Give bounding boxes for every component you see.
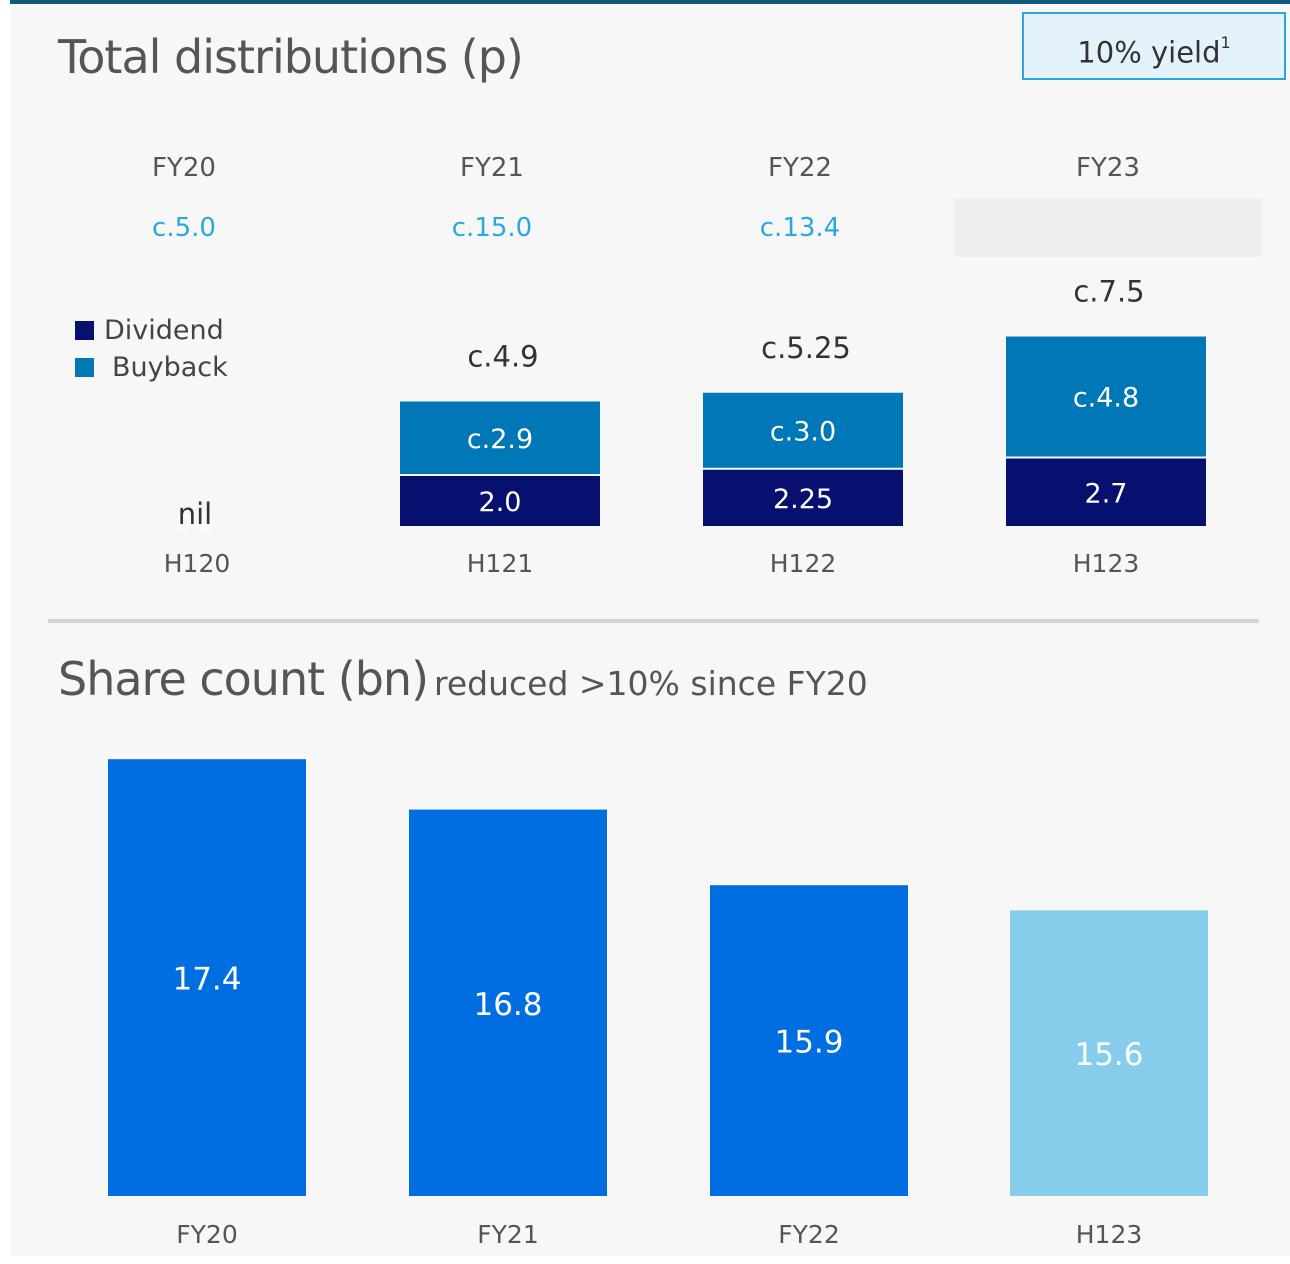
buyback-bar-H122 xyxy=(703,392,903,468)
buyback-swatch xyxy=(75,358,94,377)
share-label-FY21: 16.8 xyxy=(473,987,542,1023)
legend-item-buyback: Buyback xyxy=(75,349,228,386)
share-bar-H123 xyxy=(1010,910,1208,1196)
share-label-FY20: 17.4 xyxy=(172,962,241,998)
share-count-title: Share count (bn) xyxy=(58,652,429,706)
total-label-H123: c.7.5 xyxy=(1073,275,1144,309)
buyback-label-H121: c.2.9 xyxy=(467,424,533,455)
share-x-tick-FY22: FY22 xyxy=(778,1220,839,1249)
legend-label-buyback: Buyback xyxy=(112,352,228,383)
x-tick-H122: H122 xyxy=(770,549,837,578)
fy-header-fy22: FY22 xyxy=(768,153,832,183)
share-x-tick-H123: H123 xyxy=(1076,1220,1143,1249)
fy-header-fy21: FY21 xyxy=(460,153,524,183)
total-label-H120: nil xyxy=(178,497,213,531)
legend-label-dividend: Dividend xyxy=(104,315,224,346)
dividend-bar-H123 xyxy=(1006,458,1206,526)
share-count-title-row: Share count (bn) reduced >10% since FY20 xyxy=(58,652,868,706)
dividend-bar-H121 xyxy=(400,476,600,526)
fy-header-fy23: FY23 xyxy=(1076,153,1140,183)
fy-total-fy23-cell xyxy=(954,198,1262,257)
legend: Dividend Buyback xyxy=(75,312,228,386)
total-label-H122: c.5.25 xyxy=(761,331,851,365)
x-tick-H121: H121 xyxy=(467,549,534,578)
buyback-label-H122: c.3.0 xyxy=(770,416,836,447)
x-tick-H120: H120 xyxy=(164,549,231,578)
total-label-H121: c.4.9 xyxy=(467,340,538,374)
buyback-label-H123: c.4.8 xyxy=(1073,383,1139,414)
top-accent-bar xyxy=(10,0,1290,4)
yield-footnote: 1 xyxy=(1220,33,1231,52)
dividend-label-H123: 2.7 xyxy=(1085,478,1128,509)
buyback-bar-H121 xyxy=(400,401,600,474)
dividend-label-H122: 2.25 xyxy=(773,484,833,515)
dividend-bar-H122 xyxy=(703,469,903,526)
yield-badge: 10% yield1 xyxy=(1022,12,1286,80)
buyback-bar-H123 xyxy=(1006,336,1206,457)
fy-header-fy20: FY20 xyxy=(152,153,216,183)
dividend-label-H121: 2.0 xyxy=(479,487,522,518)
legend-item-dividend: Dividend xyxy=(75,312,228,349)
share-bar-FY21 xyxy=(409,809,607,1196)
fy-total-fy21: c.15.0 xyxy=(451,213,533,243)
share-bar-FY22 xyxy=(710,885,908,1196)
share-x-tick-FY21: FY21 xyxy=(477,1220,538,1249)
dividend-label-H120: 0.0 xyxy=(176,510,214,538)
fy-total-fy20: c.5.0 xyxy=(152,213,216,243)
distributions-title: Total distributions (p) xyxy=(58,30,524,84)
share-count-subtitle: reduced >10% since FY20 xyxy=(434,664,868,703)
share-label-H123: 15.6 xyxy=(1074,1037,1143,1073)
x-tick-H123: H123 xyxy=(1073,549,1140,578)
section-divider xyxy=(48,619,1259,623)
dividend-swatch xyxy=(75,321,94,340)
yield-label: 10% yield xyxy=(1077,35,1221,70)
share-label-FY22: 15.9 xyxy=(774,1025,843,1061)
share-x-tick-FY20: FY20 xyxy=(176,1220,237,1249)
share-bar-FY20 xyxy=(108,759,306,1196)
fy-total-fy22: c.13.4 xyxy=(759,213,841,243)
